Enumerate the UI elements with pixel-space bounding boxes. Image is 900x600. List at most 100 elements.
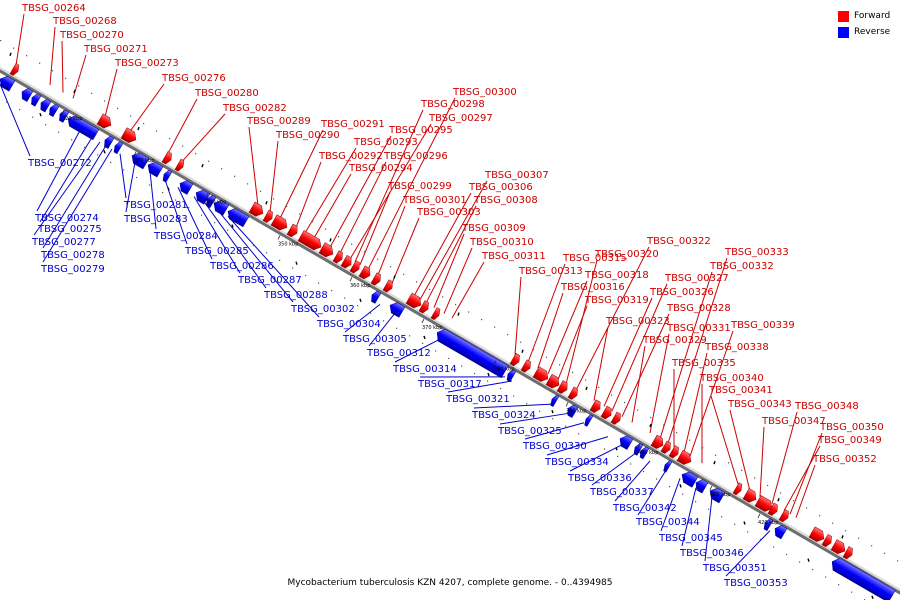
- track-dot: [312, 220, 314, 223]
- gene-arrow: [589, 399, 601, 413]
- forward-gene: [418, 300, 429, 314]
- reverse-gene: [639, 446, 650, 460]
- scale-tick-mark: [493, 360, 497, 365]
- forward-gene-label: TBSG_00316: [560, 282, 625, 293]
- reverse-gene-label: TBSG_00286: [209, 261, 274, 272]
- leader-line: [354, 109, 424, 263]
- forward-gene: [830, 539, 846, 555]
- genome-backbone: [0, 66, 900, 595]
- reverse-gene: [763, 518, 774, 532]
- track-dot: [858, 537, 860, 539]
- gene-labels: TBSG_00264 TBSG_00268 TBSG_00270 TBSG_00271…: [21, 3, 884, 589]
- scale-tick-label: 350 kbp: [278, 241, 298, 247]
- reverse-gene: [506, 369, 517, 383]
- track-dot: [156, 130, 158, 132]
- gene-arrow: [695, 479, 709, 494]
- reverse-gene-label: TBSG_00288: [263, 290, 328, 301]
- forward-gene: [382, 279, 393, 293]
- track-dot: [754, 477, 756, 479]
- track-dot: [494, 326, 496, 328]
- gene-arrow: [49, 103, 60, 118]
- track-dot: [682, 493, 684, 495]
- forward-gene: [532, 366, 549, 382]
- track-dot: [13, 47, 15, 49]
- gene-arrow: [639, 446, 650, 460]
- leader-line: [565, 259, 598, 385]
- gene-arrow: [358, 265, 371, 280]
- scale-tick-label: 420 kbp: [758, 520, 778, 526]
- track-dot: [260, 190, 262, 192]
- track-dot: [188, 207, 190, 209]
- track-dot: [78, 85, 80, 87]
- reverse-gene-label: TBSG_00281: [123, 200, 188, 211]
- leader-line: [537, 292, 564, 369]
- scale-tick-mark: [565, 402, 569, 407]
- track-dot: [767, 484, 769, 487]
- leader-line: [725, 530, 771, 577]
- leader-line: [637, 470, 667, 516]
- forward-gene: [556, 380, 568, 394]
- gene-arrow: [382, 279, 393, 293]
- leader-line: [295, 161, 322, 228]
- backbone-highlight: [0, 66, 900, 594]
- reverse-gene-label: TBSG_00287: [237, 275, 302, 286]
- track-dot: [624, 401, 626, 404]
- track-dot: [812, 568, 814, 571]
- gene-arrow: [104, 135, 115, 149]
- leader-line: [61, 40, 64, 93]
- scale-tick-mark: [277, 235, 281, 240]
- leader-line: [0, 83, 31, 157]
- track-dot: [305, 274, 307, 277]
- forward-gene-label: TBSG_00295: [388, 125, 453, 136]
- track-dot: [45, 124, 47, 126]
- track-dot: [851, 591, 853, 593]
- reverse-gene: [619, 435, 634, 450]
- legend-reverse-label: Reverse: [854, 27, 891, 37]
- leader-line: [217, 210, 294, 303]
- reverse-gene-label: TBSG_00325: [497, 426, 562, 437]
- forward-gene-label: TBSG_00349: [817, 435, 882, 446]
- forward-gene-label: TBSG_00323: [605, 316, 670, 327]
- track-dot: [117, 107, 119, 110]
- leader-line: [569, 444, 623, 472]
- forward-gene: [270, 214, 288, 231]
- reverse-gene-label: TBSG_00314: [392, 364, 457, 375]
- reverse-gene-label: TBSG_00345: [658, 533, 723, 544]
- forward-gene: [120, 127, 137, 143]
- reverse-gene: [40, 98, 52, 113]
- small-feature-mark: [807, 558, 810, 562]
- track-dot: [136, 176, 138, 179]
- reverse-gene: [113, 141, 124, 155]
- track-dot: [552, 418, 554, 420]
- track-dot: [6, 101, 8, 103]
- forward-gene-label: TBSG_00329: [642, 335, 707, 346]
- leader-line: [167, 98, 198, 154]
- forward-gene-label: TBSG_00268: [52, 16, 117, 27]
- forward-gene: [96, 113, 112, 129]
- small-feature-mark: [777, 498, 780, 502]
- track-dot: [513, 395, 515, 397]
- leader-line: [683, 352, 708, 453]
- track-dot: [370, 312, 372, 314]
- track-dot: [481, 318, 483, 321]
- small-feature-mark: [73, 89, 76, 94]
- forward-gene-label: TBSG_00308: [473, 195, 538, 206]
- track-dot: [578, 433, 580, 435]
- forward-gene-label: TBSG_00335: [671, 358, 736, 369]
- scale-tick-mark: [421, 318, 425, 324]
- forward-gene-label: TBSG_00341: [708, 385, 773, 396]
- scale-tick-label: 370 kbp: [422, 325, 442, 331]
- gene-arrow: [174, 158, 185, 172]
- leader-line: [104, 68, 118, 118]
- gene-arrow: [767, 502, 778, 516]
- leader-line: [269, 140, 279, 213]
- gene-arrow: [162, 169, 173, 183]
- leader-line: [49, 26, 56, 86]
- leader-line: [304, 147, 357, 234]
- gene-arrow: [40, 98, 52, 113]
- leader-line: [443, 247, 473, 314]
- forward-gene-label: TBSG_00348: [794, 401, 859, 412]
- reverse-gene: [681, 471, 699, 488]
- forward-gene: [174, 158, 185, 172]
- track-dot: [221, 168, 223, 170]
